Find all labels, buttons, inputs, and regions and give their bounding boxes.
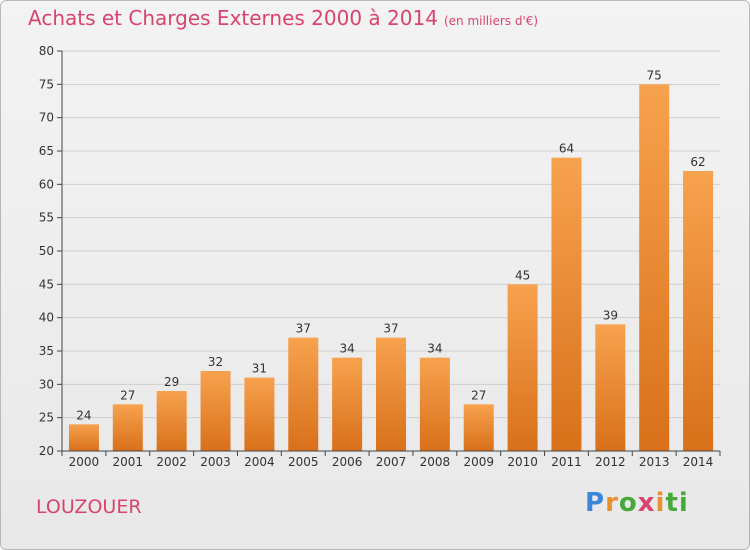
x-tick-label-2004: 2004 (244, 455, 275, 469)
bar-2003 (200, 371, 231, 451)
y-tick-label: 25 (39, 411, 54, 425)
value-label-2008: 34 (427, 342, 442, 356)
title-unit: (en milliers d'€) (443, 14, 539, 28)
x-tick-label-2012: 2012 (595, 455, 626, 469)
x-tick-label-2011: 2011 (551, 455, 582, 469)
bar-2010 (507, 284, 538, 451)
title-text: Achats et Charges Externes 2000 à 2014 (28, 6, 438, 30)
value-label-2009: 27 (471, 388, 486, 402)
x-tick-label-2013: 2013 (639, 455, 670, 469)
bar-2000 (68, 424, 99, 451)
x-axis: 2000 2001 2002 2003 2004 2005 2006 2007 2008 2009… (61, 450, 721, 469)
value-label-2007: 37 (383, 322, 398, 336)
bar-2001 (112, 404, 143, 451)
x-tick-label-2007: 2007 (376, 455, 407, 469)
y-tick-label: 70 (39, 111, 54, 125)
x-tick-label-2008: 2008 (420, 455, 451, 469)
x-tick-label-2006: 2006 (332, 455, 363, 469)
y-tick-label: 60 (39, 177, 54, 191)
bar-2004 (244, 377, 275, 451)
bar-2005 (288, 337, 319, 451)
y-tick-label: 45 (39, 277, 54, 291)
y-tick-label: 50 (39, 244, 54, 258)
bar-2014 (683, 171, 714, 451)
value-label-2013: 75 (647, 68, 662, 82)
x-tick-label-2001: 2001 (113, 455, 144, 469)
y-tick-label: 30 (39, 377, 54, 391)
bar-2008 (419, 357, 450, 451)
bar-2012 (595, 324, 626, 451)
x-tick-label-2005: 2005 (288, 455, 319, 469)
value-label-2014: 62 (690, 155, 705, 169)
value-label-2001: 27 (120, 388, 135, 402)
value-label-2000: 24 (76, 408, 91, 422)
bar-2009 (463, 404, 494, 451)
y-tick-label: 75 (39, 77, 54, 91)
value-label-2002: 29 (164, 375, 179, 389)
value-label-2012: 39 (603, 308, 618, 322)
chart-title: Achats et Charges Externes 2000 à 2014 (e… (28, 6, 538, 30)
x-tick-label-2002: 2002 (156, 455, 187, 469)
bar-2006 (332, 357, 363, 451)
x-tick-label-2014: 2014 (683, 455, 714, 469)
y-tick-label: 55 (39, 211, 54, 225)
y-axis: 20 25 30 35 40 45 50 55 60 65 70 75 80 (39, 44, 63, 458)
y-tick-label: 80 (39, 44, 54, 58)
y-tick-label: 20 (39, 444, 54, 458)
bar-2013 (639, 84, 670, 451)
bar-2011 (551, 157, 582, 451)
proxiti-logo: Proxiti (585, 488, 689, 518)
x-tick-label-2010: 2010 (507, 455, 538, 469)
bar-2002 (156, 391, 187, 451)
value-label-2005: 37 (296, 322, 311, 336)
place-name: LOUZOUER (36, 496, 142, 518)
value-label-2010: 45 (515, 268, 530, 282)
y-tick-label: 65 (39, 144, 54, 158)
bars: 24 27 29 32 31 37 34 37 34 27 45 64 39 75 62 (68, 68, 714, 451)
y-tick-label: 35 (39, 344, 54, 358)
value-label-2003: 32 (208, 355, 223, 369)
value-label-2011: 64 (559, 142, 574, 156)
value-label-2004: 31 (252, 362, 267, 376)
x-tick-label-2009: 2009 (463, 455, 494, 469)
x-tick-label-2000: 2000 (69, 455, 100, 469)
x-tick-label-2003: 2003 (200, 455, 231, 469)
bar-2007 (376, 337, 406, 451)
y-tick-label: 40 (39, 311, 54, 325)
value-label-2006: 34 (339, 342, 354, 356)
